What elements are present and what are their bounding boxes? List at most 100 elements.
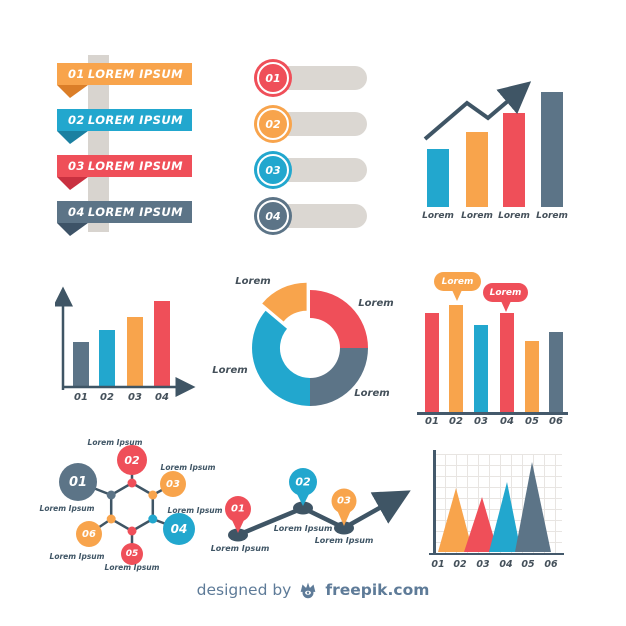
bar-label: Lorem (536, 211, 568, 221)
badge-ring: 03 (257, 154, 289, 186)
tick-label: 01 (431, 559, 445, 570)
hexagon-outline (109, 481, 155, 533)
badge-ring: 04 (257, 200, 289, 232)
bar (425, 313, 439, 413)
tick-label: 05 (525, 416, 539, 427)
pin-marker-02 (289, 468, 317, 506)
pin-number: 03 (337, 495, 351, 507)
pin-marker-01 (225, 496, 251, 533)
donut-label: Lorem (235, 276, 271, 287)
tick-label: 02 (449, 416, 463, 427)
footer-credit: designed by freepik.com (0, 580, 626, 600)
ribbon-label: LOREM IPSUM (87, 113, 183, 127)
peak-triangles (438, 462, 551, 552)
bar (474, 325, 488, 413)
bar (427, 149, 449, 207)
timeline-node (228, 528, 248, 542)
donut-slice-orange-exploded (262, 282, 307, 322)
peak-triangle-orange (438, 488, 473, 552)
tick-label: 04 (499, 559, 513, 570)
tick-label: 06 (544, 559, 558, 570)
circle-number: 04 (265, 209, 281, 223)
numbered-circle-badge: 03 (254, 151, 292, 189)
tick-label: 02 (100, 392, 114, 403)
molecule-node-03: 03 (160, 471, 186, 497)
callout-label: Lorem (441, 276, 474, 287)
axis-y (433, 450, 436, 554)
vertex-dot (127, 478, 137, 488)
timeline-node (334, 521, 354, 535)
timeline-graphic (225, 468, 411, 542)
donut-label: Lorem (354, 388, 390, 399)
circle-number: 03 (265, 163, 281, 177)
ribbon-banner: 04 LOREM IPSUM (57, 201, 192, 223)
ribbon-fold (57, 223, 88, 236)
donut-slice-red (310, 290, 368, 348)
donut-graphic (252, 282, 368, 406)
tick-label: 02 (453, 559, 467, 570)
bar (549, 332, 563, 413)
tick-label: 01 (74, 392, 88, 403)
tick-label: 03 (128, 392, 142, 403)
spine-bar (88, 55, 109, 232)
bar (449, 305, 463, 413)
numbered-circle-badge: 02 (254, 105, 292, 143)
pin-number: 01 (231, 503, 245, 515)
brand-text: freepik.com (325, 581, 430, 599)
molecule-node-label: Lorem Ipsum (167, 506, 223, 515)
tick-label: 01 (425, 416, 439, 427)
donut-slice-blue (252, 310, 310, 406)
ribbon-label: LOREM IPSUM (87, 159, 183, 173)
molecule-node-label: Lorem Ipsum (87, 438, 143, 447)
ribbon-number: 04 (68, 205, 85, 219)
molecule-node-05: 05 (121, 543, 143, 565)
bar-label: Lorem (498, 211, 530, 221)
callout-bubble: Lorem (434, 272, 481, 291)
vertex-dot (106, 490, 116, 500)
bar (73, 342, 89, 386)
tick-label: 05 (521, 559, 535, 570)
pin-number: 02 (295, 475, 311, 489)
tick-label: 03 (474, 416, 488, 427)
freepik-crown-icon (301, 582, 316, 599)
bar-label: Lorem (461, 211, 493, 221)
molecule-node-02: 02 (117, 445, 147, 475)
timeline-node (293, 501, 313, 515)
molecule-node-01: 01 (59, 463, 97, 501)
node-number: 01 (68, 474, 88, 490)
node-number: 04 (170, 522, 188, 536)
molecule-node-label: Lorem Ipsum (39, 504, 95, 513)
badge-ring: 02 (257, 108, 289, 140)
timeline-label: Lorem Ipsum (210, 544, 270, 553)
peak-triangle-red (464, 497, 498, 552)
bar (500, 313, 514, 413)
ribbon-number: 03 (68, 159, 85, 173)
ribbon-number: 02 (68, 113, 85, 127)
trend-arrow-icon (423, 81, 532, 141)
molecule-node-04: 04 (163, 513, 195, 545)
vertex-dot (127, 526, 137, 536)
ribbon-fold (57, 177, 88, 190)
donut-slice-slate (310, 348, 368, 406)
peak-triangle-blue (489, 482, 521, 552)
bar (154, 301, 170, 386)
molecule-node-label: Lorem Ipsum (160, 463, 216, 472)
bar (525, 341, 539, 413)
molecule-node-06: 06 (76, 521, 102, 547)
numbered-circle-badge: 04 (254, 197, 292, 235)
molecule-node-label: Lorem Ipsum (104, 563, 160, 572)
tick-label: 04 (500, 416, 514, 427)
tick-label: 06 (549, 416, 563, 427)
ribbon-number: 01 (68, 67, 85, 81)
pin-marker-03 (331, 488, 357, 526)
callout-tail (452, 290, 462, 301)
bar (466, 132, 488, 207)
peak-triangle-slate (515, 462, 551, 552)
bar (503, 113, 525, 207)
node-number: 03 (166, 478, 180, 490)
vertex-dot (106, 514, 116, 524)
callout-label: Lorem (489, 287, 522, 298)
node-number: 05 (125, 549, 139, 559)
bar (541, 92, 563, 207)
